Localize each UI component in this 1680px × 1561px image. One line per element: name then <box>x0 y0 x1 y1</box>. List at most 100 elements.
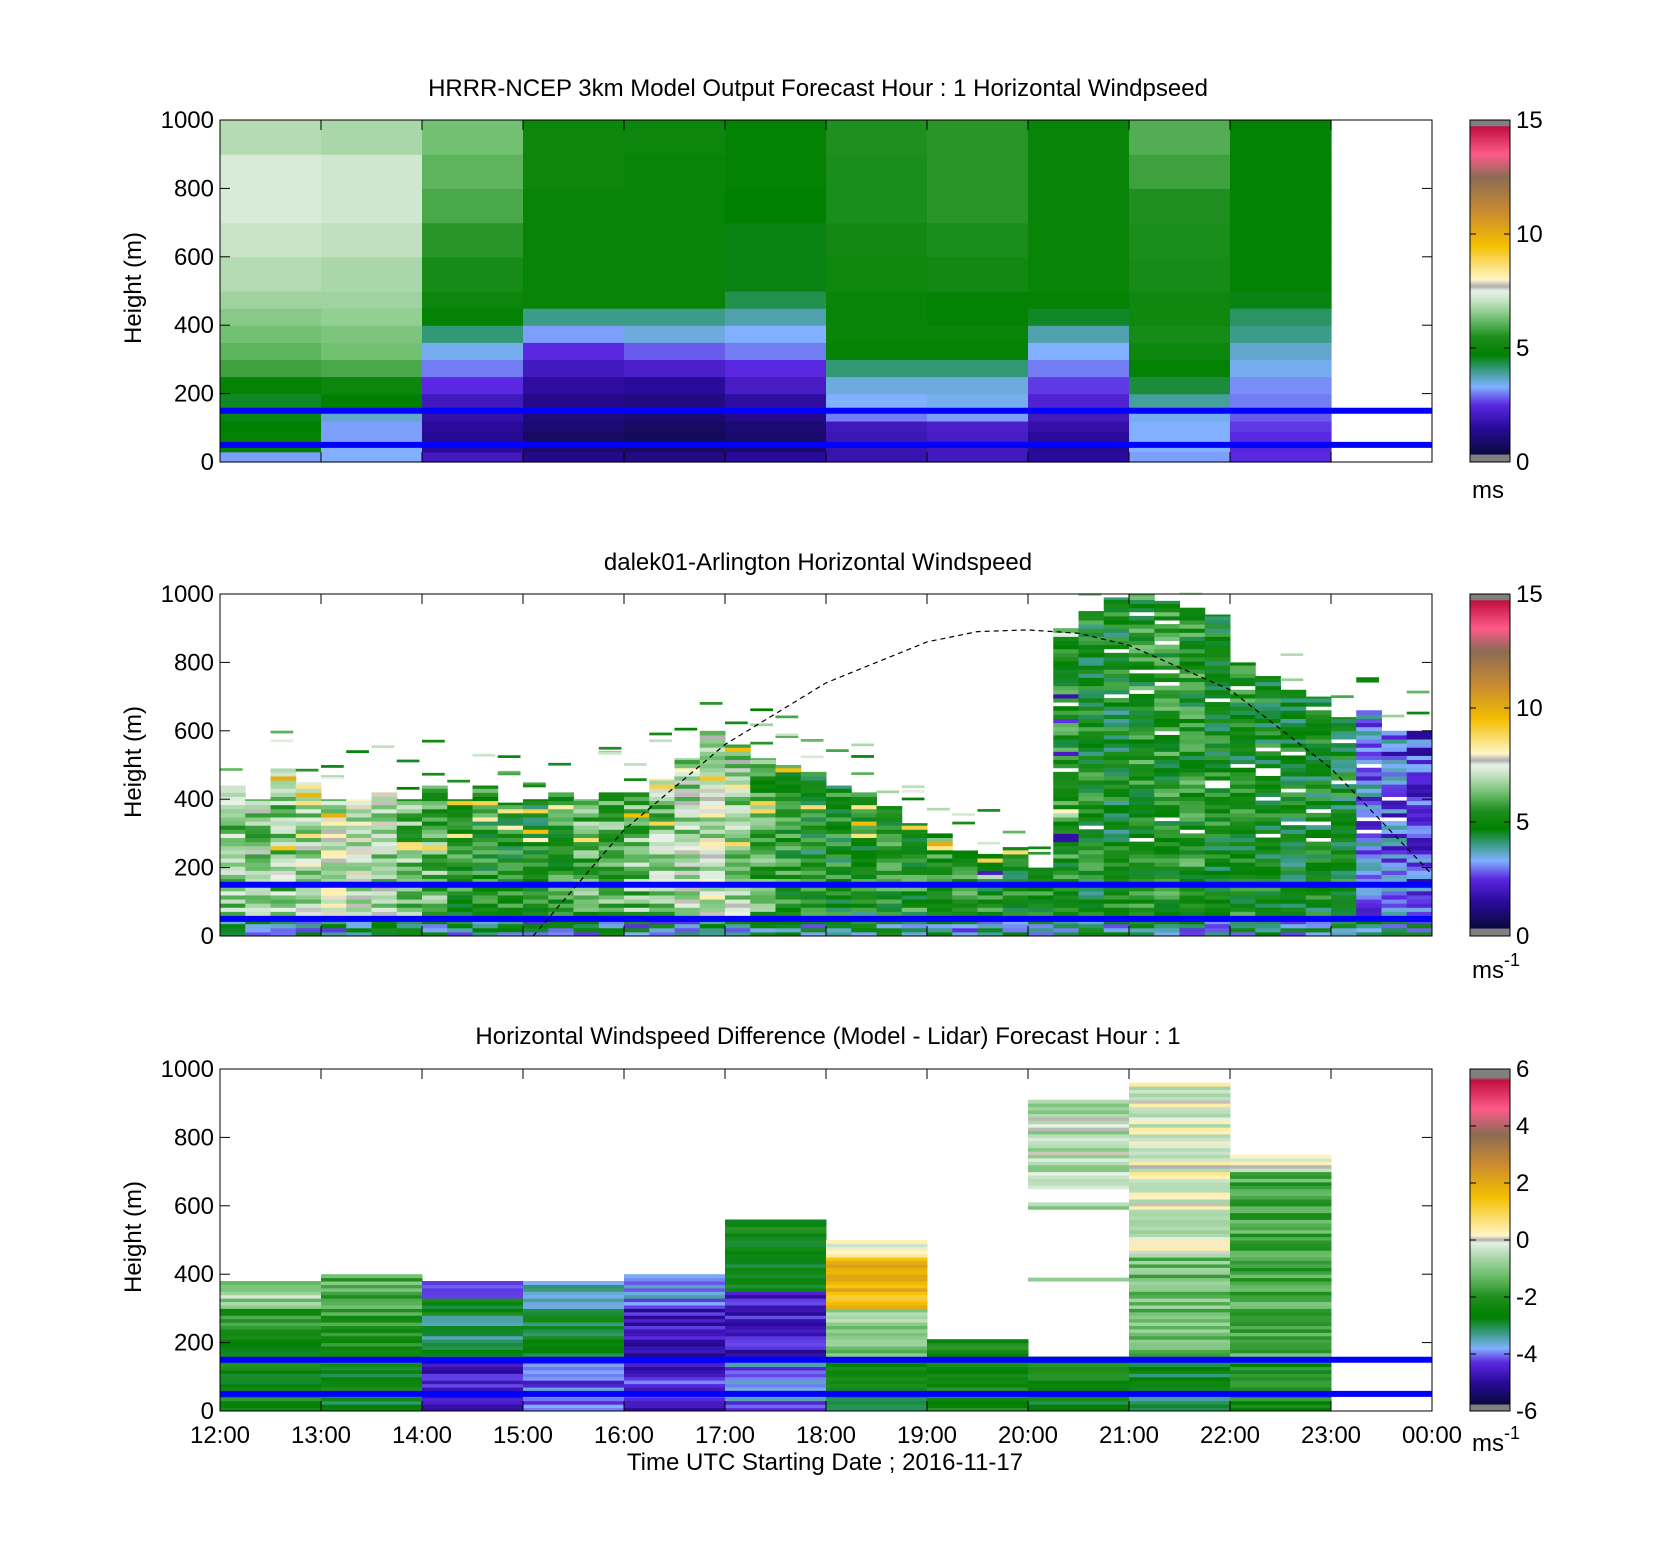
colorbar-unit: ms-1 <box>1472 1423 1520 1457</box>
heatmap-cell <box>321 862 347 867</box>
heatmap-cell <box>1230 1404 1332 1409</box>
heatmap-cell <box>1129 1311 1231 1316</box>
heatmap-cell <box>1078 899 1105 904</box>
heatmap-cell <box>1129 816 1155 822</box>
heatmap-cell <box>1331 825 1357 830</box>
heatmap-cell <box>523 784 546 788</box>
heatmap-cell <box>1129 1387 1231 1391</box>
heatmap-cell <box>523 845 549 851</box>
heatmap-cell <box>422 821 448 826</box>
heatmap-cell <box>1028 1133 1130 1138</box>
heatmap-cell <box>800 858 827 863</box>
heatmap-cell <box>598 870 625 875</box>
heatmap-cell <box>1179 628 1206 633</box>
heatmap-cell <box>1129 722 1155 728</box>
heatmap-cell <box>1129 665 1155 670</box>
heatmap-cell <box>1129 188 1231 224</box>
heatmap-cell <box>1053 870 1079 875</box>
heatmap-cell <box>851 821 877 826</box>
heatmap-cell <box>800 821 827 826</box>
heatmap-cell <box>422 1301 524 1306</box>
heatmap-cell <box>523 1363 625 1368</box>
heatmap-cell <box>1331 755 1357 761</box>
heatmap-cell <box>826 1257 928 1262</box>
heatmap-cell <box>1280 747 1307 752</box>
heatmap-cell <box>1406 894 1433 900</box>
heatmap-cell <box>952 878 978 884</box>
heatmap-cell <box>699 743 726 748</box>
heatmap-cell <box>497 870 524 875</box>
heatmap-cell <box>952 870 978 875</box>
heatmap-cell <box>422 796 448 802</box>
heatmap-cell <box>1230 911 1256 916</box>
heatmap-cell <box>1002 894 1029 900</box>
heatmap-cell <box>699 821 726 826</box>
heatmap-cell <box>371 878 398 884</box>
heatmap-cell <box>1305 710 1332 715</box>
heatmap-cell <box>876 911 903 916</box>
heatmap-cell <box>725 1274 827 1279</box>
heatmap-cell <box>1406 931 1433 937</box>
heatmap-cell <box>1280 800 1307 806</box>
heatmap-cell <box>1255 755 1281 761</box>
heatmap-cell <box>523 886 549 892</box>
heatmap-cell <box>270 907 297 912</box>
heatmap-cell <box>346 845 372 851</box>
heatmap-cell <box>1230 841 1256 847</box>
heatmap-cell <box>1255 751 1281 756</box>
heatmap-cell <box>826 120 928 155</box>
heatmap-cell <box>851 743 874 747</box>
heatmap-cell <box>1230 907 1256 912</box>
heatmap-cell <box>422 1339 524 1344</box>
heatmap-cell <box>826 816 852 822</box>
heatmap-cell <box>1255 685 1281 691</box>
heatmap-cell <box>1154 862 1180 867</box>
heatmap-cell <box>321 907 347 912</box>
heatmap-cell <box>977 841 1001 845</box>
heatmap-cell <box>346 853 372 859</box>
heatmap-cell <box>472 874 499 880</box>
heatmap-cell <box>321 812 347 818</box>
heatmap-cell <box>1078 751 1105 756</box>
heatmap-cell <box>1129 628 1155 633</box>
heatmap-cell <box>952 858 978 863</box>
heatmap-cell <box>1129 1099 1231 1104</box>
heatmap-cell <box>876 886 903 892</box>
heatmap-cell <box>1230 1363 1332 1368</box>
heatmap-cell <box>245 845 271 851</box>
heatmap-cell <box>321 1301 423 1306</box>
heatmap-cell <box>371 907 398 912</box>
heatmap-cell <box>901 785 925 789</box>
heatmap-cell <box>1305 890 1332 896</box>
heatmap-cell <box>674 808 701 814</box>
heatmap-cell <box>346 931 372 937</box>
heatmap-cell <box>876 845 903 851</box>
heatmap-cell <box>1179 714 1206 719</box>
heatmap-cell <box>699 911 726 916</box>
y-axis-label: Height (m) <box>120 706 147 818</box>
heatmap-cell <box>1028 1164 1130 1169</box>
heatmap-cell <box>1305 755 1332 761</box>
heatmap-cell <box>1305 697 1332 703</box>
heatmap-cell <box>1154 853 1180 859</box>
heatmap-cell <box>1078 874 1105 880</box>
heatmap-cell <box>750 829 776 834</box>
heatmap-cell <box>826 862 852 867</box>
heatmap-cell <box>220 911 246 916</box>
heatmap-cell <box>245 849 271 855</box>
heatmap-cell <box>422 1287 524 1292</box>
heatmap-cell <box>674 821 701 826</box>
heatmap-cell <box>826 1311 928 1316</box>
heatmap-cell <box>497 755 521 759</box>
heatmap-cell <box>1204 669 1231 674</box>
heatmap-cell <box>775 771 802 777</box>
heatmap-cell <box>1230 1366 1332 1371</box>
heatmap-cell <box>1381 808 1408 814</box>
heatmap-cell <box>1154 784 1180 789</box>
heatmap-cell <box>624 829 650 834</box>
heatmap-cell <box>1230 862 1256 867</box>
heatmap-cell <box>1305 849 1332 855</box>
heatmap-cell <box>649 739 672 743</box>
heatmap-cell <box>674 849 701 855</box>
heatmap-cell <box>447 845 473 851</box>
